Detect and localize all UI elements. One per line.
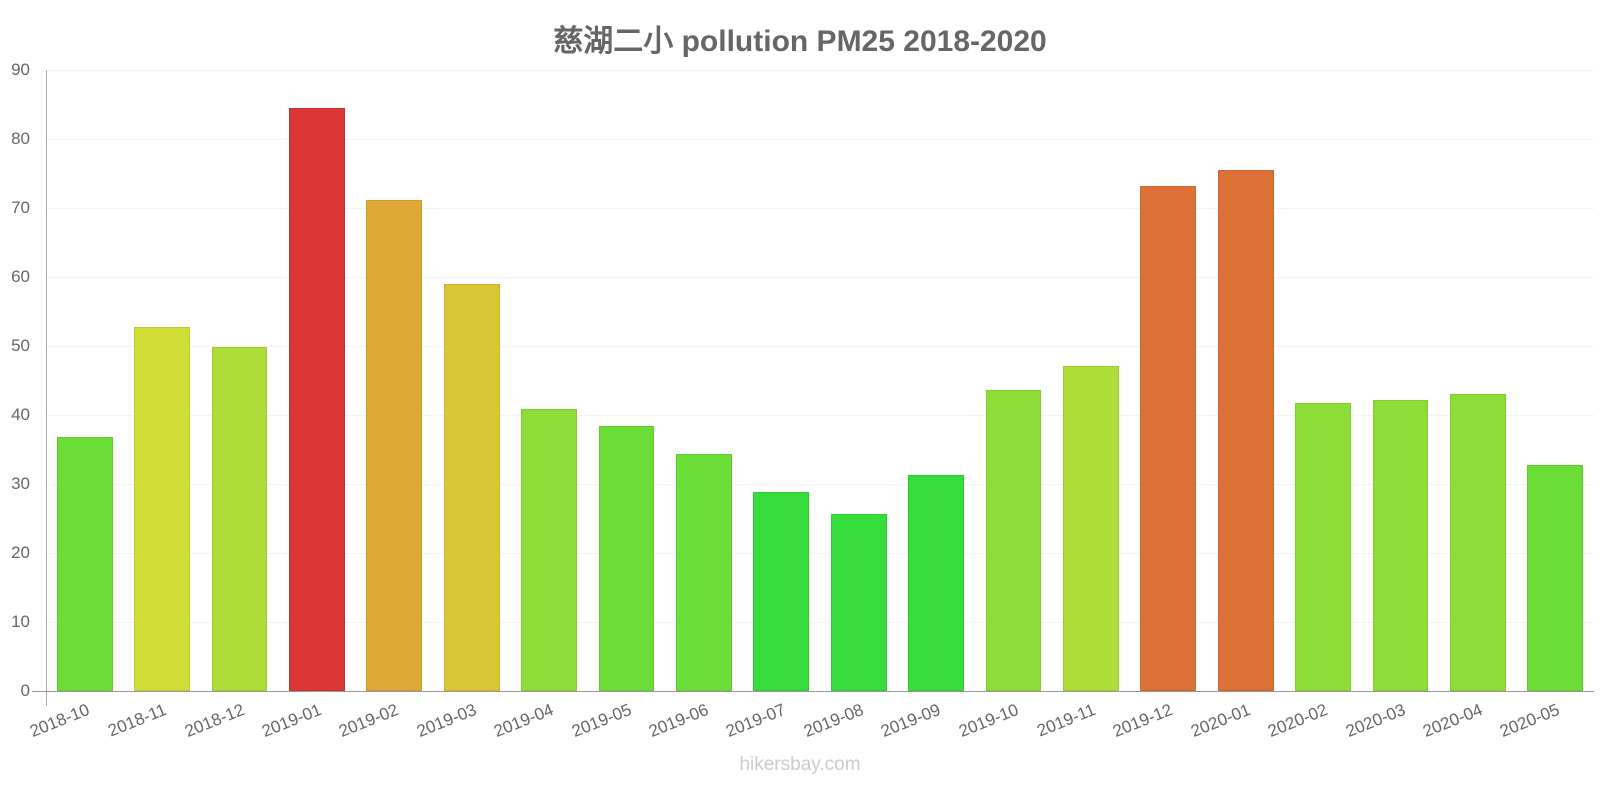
y-tick-label: 50 [11, 336, 30, 355]
x-tick-label: 2019-05 [568, 700, 634, 741]
x-tick-label: 2018-11 [105, 700, 170, 741]
x-axis-line [32, 691, 1594, 692]
x-tick-label: 2019-07 [723, 700, 789, 741]
x-tick-label: 2020-04 [1420, 700, 1486, 741]
bar-2019-08[interactable] [830, 513, 887, 691]
x-tick-label: 2019-09 [878, 700, 944, 741]
bar-2020-05[interactable] [1527, 464, 1584, 691]
bar-2019-12[interactable] [1140, 185, 1197, 691]
bar-2020-03[interactable] [1372, 399, 1429, 691]
x-tick-label: 2019-02 [336, 700, 402, 741]
gridline [46, 484, 1594, 485]
y-tick-label: 10 [11, 612, 30, 631]
gridline [46, 208, 1594, 209]
bar-2019-05[interactable] [598, 426, 655, 691]
bar-2019-03[interactable] [443, 283, 500, 691]
x-tick-label: 2019-11 [1034, 700, 1099, 741]
plot-area [46, 70, 1594, 692]
watermark: hikersbay.com [739, 754, 861, 775]
x-tick-label: 2020-02 [1265, 700, 1331, 741]
y-tick-label: 0 [20, 681, 30, 700]
x-tick-label: 2020-05 [1497, 700, 1563, 741]
bar-2019-06[interactable] [676, 454, 732, 691]
bar-2019-04[interactable] [521, 408, 577, 691]
bar-2019-11[interactable] [1063, 366, 1119, 691]
y-tick-label: 60 [11, 267, 30, 286]
bar-2020-02[interactable] [1295, 403, 1351, 691]
gridline [46, 277, 1594, 278]
bar-2018-10[interactable] [56, 437, 113, 691]
gridline [46, 415, 1594, 416]
x-tick-label: 2019-06 [646, 700, 712, 741]
bar-2018-12[interactable] [211, 346, 268, 691]
x-tick-label: 2020-03 [1342, 700, 1408, 741]
gridline [46, 346, 1594, 347]
x-tick-label: 2019-10 [955, 700, 1021, 741]
x-tick-label: 2019-08 [800, 700, 866, 741]
x-tick-label: 2019-01 [259, 700, 325, 741]
x-tick-label: 2020-01 [1187, 700, 1253, 741]
bar-2019-01[interactable] [289, 107, 345, 691]
y-tick-label: 80 [11, 129, 30, 148]
bar-2020-01[interactable] [1217, 170, 1274, 691]
x-tick-label: 2018-10 [26, 700, 92, 741]
gridline [46, 553, 1594, 554]
bar-2019-10[interactable] [985, 390, 1042, 691]
y-tick-label: 30 [11, 474, 30, 493]
gridline [46, 70, 1594, 71]
bar-2019-02[interactable] [366, 199, 423, 691]
x-tick-label: 2019-03 [413, 700, 479, 741]
gridline [46, 622, 1594, 623]
y-tick-label: 40 [11, 405, 30, 424]
bar-2019-07[interactable] [753, 492, 810, 691]
y-tick-label: 20 [11, 543, 30, 562]
y-axis-line [46, 70, 47, 706]
y-tick-label: 90 [11, 60, 30, 79]
x-tick-label: 2019-12 [1110, 700, 1176, 741]
gridline [46, 139, 1594, 140]
chart-title: 慈湖二小 pollution PM25 2018-2020 [553, 25, 1047, 58]
y-tick-label: 70 [11, 198, 30, 217]
bar-2020-04[interactable] [1450, 394, 1506, 691]
bar-2018-11[interactable] [134, 326, 190, 691]
x-tick-label: 2018-12 [181, 700, 247, 741]
x-tick-label: 2019-04 [491, 700, 557, 741]
bar-2019-09[interactable] [908, 475, 964, 691]
